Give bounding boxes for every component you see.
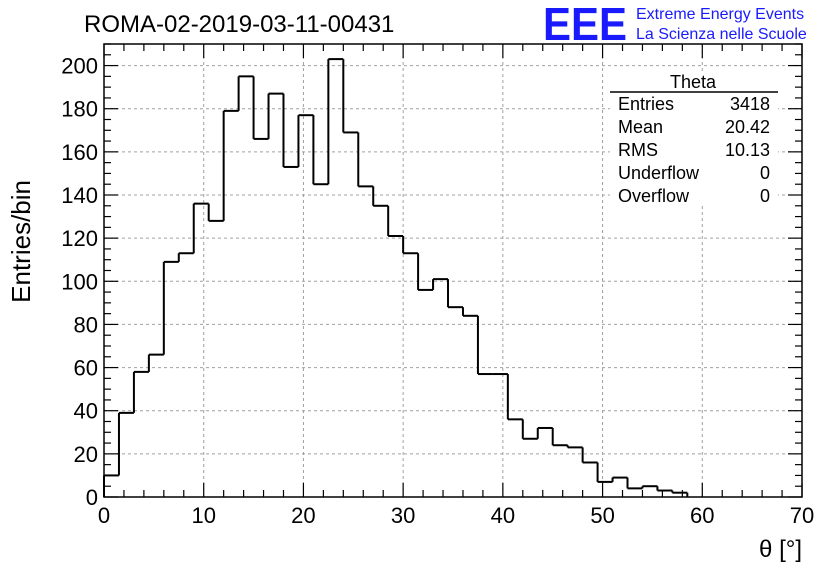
x-tick-label: 20 bbox=[291, 503, 315, 528]
stats-row-entries: Entries 3418 bbox=[618, 94, 770, 114]
y-tick-label: 80 bbox=[74, 312, 98, 337]
y-tick-label: 100 bbox=[61, 269, 98, 294]
stats-row-underflow: Underflow 0 bbox=[618, 163, 770, 183]
x-axis: 0 10 20 30 40 50 60 70 bbox=[98, 44, 814, 528]
stats-label: Overflow bbox=[618, 186, 690, 206]
y-tick-label: 40 bbox=[74, 399, 98, 424]
grid bbox=[104, 44, 802, 497]
y-tick-label: 200 bbox=[61, 54, 98, 79]
y-tick-label: 60 bbox=[74, 356, 98, 381]
stats-value: 20.42 bbox=[725, 117, 770, 137]
stats-value: 0 bbox=[760, 186, 770, 206]
eee-logo-line1: Extreme Energy Events bbox=[636, 6, 804, 23]
stats-row-overflow: Overflow 0 bbox=[618, 186, 770, 206]
histogram bbox=[103, 58, 689, 497]
y-tick-label: 120 bbox=[61, 226, 98, 251]
x-tick-label: 0 bbox=[98, 503, 110, 528]
y-axis: 0 20 40 60 80 100 120 140 160 180 200 bbox=[61, 43, 802, 510]
x-tick-label: 60 bbox=[690, 503, 714, 528]
y-tick-label: 0 bbox=[86, 485, 98, 510]
x-axis-label: θ [°] bbox=[759, 536, 802, 563]
stats-value: 10.13 bbox=[725, 140, 770, 160]
stats-box-title: Theta bbox=[670, 72, 717, 92]
eee-logo-mark: EEE bbox=[543, 0, 627, 50]
x-tick-label: 30 bbox=[391, 503, 415, 528]
eee-logo-line2: La Scienza nelle Scuole bbox=[636, 26, 807, 43]
stats-box: Theta Entries 3418 Mean 20.42 RMS 10.13 … bbox=[610, 72, 778, 206]
y-axis-label: Entries/bin bbox=[6, 180, 36, 303]
y-tick-label: 160 bbox=[61, 140, 98, 165]
x-tick-label: 40 bbox=[491, 503, 515, 528]
stats-row-mean: Mean 20.42 bbox=[618, 117, 770, 137]
x-tick-label: 70 bbox=[790, 503, 814, 528]
stats-value: 3418 bbox=[730, 94, 770, 114]
stats-label: Entries bbox=[618, 94, 674, 114]
y-tick-label: 180 bbox=[61, 97, 98, 122]
eee-logo: EEE Extreme Energy Events La Scienza nel… bbox=[543, 0, 807, 50]
x-tick-label: 50 bbox=[590, 503, 614, 528]
stats-label: Mean bbox=[618, 117, 663, 137]
y-tick-label: 140 bbox=[61, 183, 98, 208]
stats-label: Underflow bbox=[618, 163, 700, 183]
stats-row-rms: RMS 10.13 bbox=[618, 140, 770, 160]
x-tick-label: 10 bbox=[191, 503, 215, 528]
y-tick-label: 20 bbox=[74, 442, 98, 467]
stats-value: 0 bbox=[760, 163, 770, 183]
chart-title: ROMA-02-2019-03-11-00431 bbox=[84, 11, 394, 38]
stats-box-background bbox=[610, 72, 778, 206]
stats-label: RMS bbox=[618, 140, 658, 160]
